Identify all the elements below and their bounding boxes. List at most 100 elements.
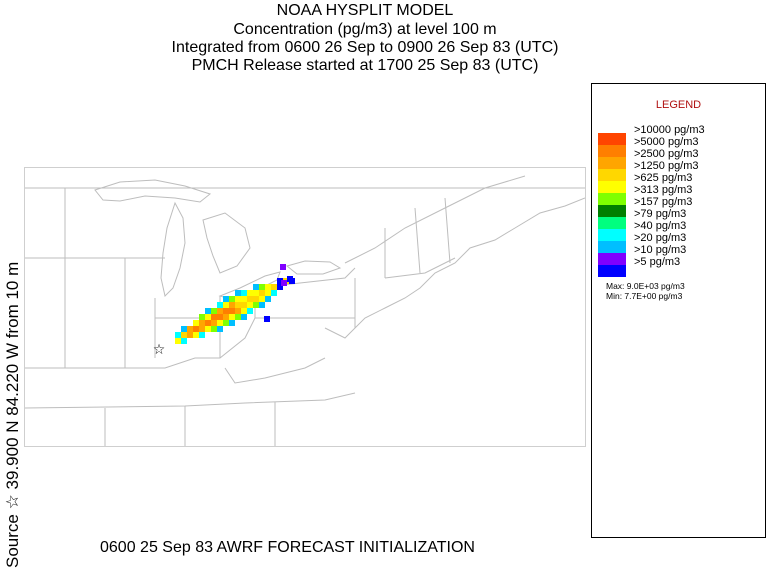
plume-cell xyxy=(199,332,205,338)
plume-cell xyxy=(265,290,271,296)
legend-label: >1250 pg/m3 xyxy=(634,160,699,172)
integration-period: Integrated from 0600 26 Sep to 0900 26 S… xyxy=(171,39,559,56)
plume-cell xyxy=(199,326,205,332)
lake-michigan-outline xyxy=(160,201,186,297)
legend-label: >79 pg/m3 xyxy=(634,208,687,220)
plume-cell xyxy=(264,316,270,322)
plume-cell xyxy=(259,284,265,290)
state-boundary xyxy=(414,207,421,274)
plume-cell xyxy=(241,308,247,314)
plume-cell xyxy=(253,290,259,296)
plume-cell xyxy=(229,320,235,326)
plume-cell xyxy=(241,290,247,296)
legend-label: >157 pg/m3 xyxy=(634,196,693,208)
plume-cell xyxy=(247,290,253,296)
plume-cell xyxy=(223,308,229,314)
plume-cell xyxy=(235,314,241,320)
plume-cell xyxy=(271,290,277,296)
plume-cell xyxy=(229,296,235,302)
legend-label: >40 pg/m3 xyxy=(634,220,687,232)
plume-cell xyxy=(247,302,253,308)
plume-cell xyxy=(181,326,187,332)
plume-cell xyxy=(235,302,241,308)
source-star-icon: ☆ xyxy=(153,342,166,358)
plume-cell xyxy=(205,314,211,320)
legend-label: >5000 pg/m3 xyxy=(634,136,699,148)
plume-cell xyxy=(199,320,205,326)
plume-cell xyxy=(247,296,253,302)
plume-cell xyxy=(235,308,241,314)
plume-cell xyxy=(223,320,229,326)
plume-cell xyxy=(187,326,193,332)
legend-swatch xyxy=(598,193,626,205)
release-info: PMCH Release started at 1700 25 Sep 83 (… xyxy=(191,57,539,74)
legend-label: >625 pg/m3 xyxy=(634,172,693,184)
legend-swatch xyxy=(598,253,626,265)
st-lawrence-outline xyxy=(344,175,526,264)
legend-swatch xyxy=(598,229,626,241)
legend-max: Max: 9.0E+03 pg/m3 xyxy=(606,281,685,291)
plume-cell xyxy=(217,308,223,314)
plume-map: ☆ xyxy=(24,167,586,447)
legend-swatch xyxy=(598,145,626,157)
plume-cell xyxy=(217,314,223,320)
plume-cell xyxy=(193,326,199,332)
legend-label: >10 pg/m3 xyxy=(634,244,687,256)
state-boundary xyxy=(24,392,356,409)
plume-cell xyxy=(193,320,199,326)
state-boundary xyxy=(224,357,326,384)
plume-cell xyxy=(211,326,217,332)
source-location-label: Source ☆ 39.900 N 84.220 W from 10 m xyxy=(3,261,22,568)
plume-cell xyxy=(253,284,259,290)
plume-cell xyxy=(175,332,181,338)
plume-cell xyxy=(287,276,293,282)
plume-cell xyxy=(241,314,247,320)
plume-cell xyxy=(280,264,286,270)
legend-swatch xyxy=(598,181,626,193)
plume-cell xyxy=(205,320,211,326)
legend-swatch xyxy=(598,217,626,229)
plume-cell xyxy=(271,284,277,290)
plume-cell xyxy=(175,338,181,344)
plume-cell xyxy=(199,314,205,320)
plume-cell xyxy=(259,302,265,308)
plume-cell xyxy=(229,314,235,320)
plume-cell xyxy=(193,332,199,338)
legend-title: LEGEND xyxy=(655,99,702,111)
plume-cell xyxy=(241,302,247,308)
legend-label: >2500 pg/m3 xyxy=(634,148,699,160)
legend-min: Min: 7.7E+00 pg/m3 xyxy=(606,291,683,301)
plume-cell xyxy=(223,314,229,320)
lake-ontario-outline xyxy=(285,260,342,275)
plume-cell xyxy=(223,302,229,308)
legend-swatch xyxy=(598,133,626,145)
plume-cell xyxy=(259,290,265,296)
legend-panel: LEGEND >10000 pg/m3 >5000 pg/m3 >2500 pg… xyxy=(591,83,766,538)
legend-swatch xyxy=(598,169,626,181)
legend-swatch xyxy=(598,241,626,253)
plume-cell xyxy=(235,296,241,302)
legend-swatch xyxy=(598,205,626,217)
forecast-initialization: 0600 25 Sep 83 AWRF FORECAST INITIALIZAT… xyxy=(100,539,475,556)
plume-cell xyxy=(281,280,287,286)
state-boundary xyxy=(444,197,451,264)
map-canvas: ☆ xyxy=(24,175,586,446)
plume-cell xyxy=(217,302,223,308)
plume-cell xyxy=(265,296,271,302)
plume-cell xyxy=(247,308,253,314)
plume-cell xyxy=(253,296,259,302)
plume-cell xyxy=(211,314,217,320)
legend-swatch xyxy=(598,265,626,277)
concentration-plume xyxy=(175,264,295,344)
legend-label: >5 pg/m3 xyxy=(634,256,681,268)
concentration-subtitle: Concentration (pg/m3) at level 100 m xyxy=(233,21,497,38)
plume-cell xyxy=(277,278,283,284)
plume-cell xyxy=(217,326,223,332)
plume-cell xyxy=(187,332,193,338)
plume-cell xyxy=(211,308,217,314)
lake-huron-outline xyxy=(202,212,251,274)
plume-cell xyxy=(229,308,235,314)
plume-cell xyxy=(241,296,247,302)
atlantic-coastline xyxy=(324,197,586,339)
plume-cell xyxy=(181,338,187,344)
